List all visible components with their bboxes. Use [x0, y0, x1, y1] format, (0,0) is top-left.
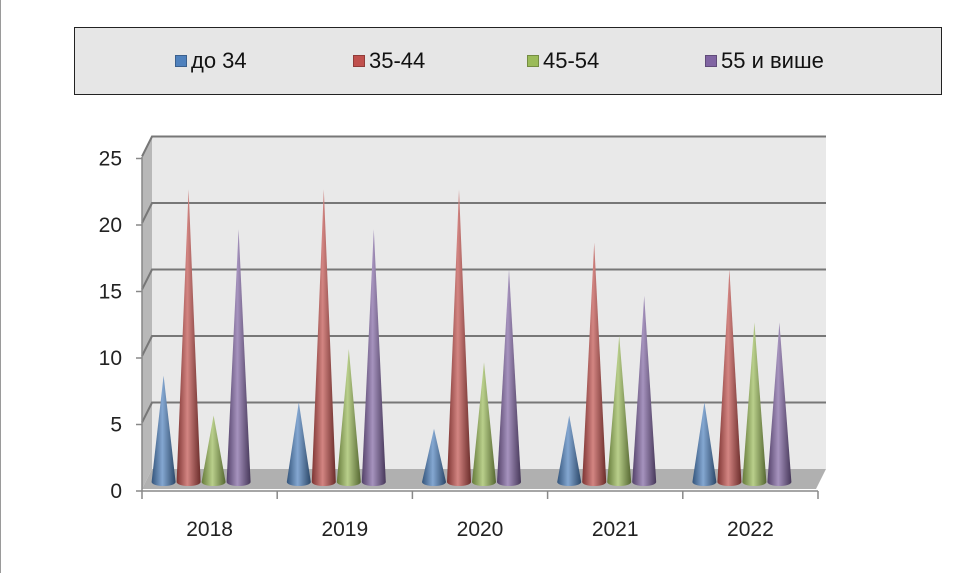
cone-2019-series-2 — [311, 189, 336, 486]
legend-swatch-series-1 — [175, 55, 187, 67]
cone-2021-series-3 — [607, 335, 632, 486]
gridline-25 — [141, 135, 826, 157]
cone-2018-series-3 — [201, 415, 226, 486]
gridline-20 — [141, 202, 826, 224]
y-tick-label: 0 — [110, 480, 122, 503]
legend-item-series-3: 45-54 — [527, 48, 599, 74]
legend-item-series-2: 35-44 — [353, 48, 425, 74]
y-tick-label: 5 — [110, 414, 122, 437]
cone-2022-series-2 — [717, 269, 742, 486]
y-tick-label: 20 — [99, 214, 122, 237]
cone-2022-series-3 — [742, 322, 767, 486]
legend-label-series-3: 45-54 — [543, 48, 600, 73]
cone-2020-series-2 — [447, 189, 471, 486]
chart-side-wall — [142, 137, 152, 489]
cone-2021-series-4 — [632, 295, 657, 486]
cone-2020-series-1 — [422, 428, 446, 486]
cone-2021-series-2 — [582, 242, 607, 486]
x-tick-label: 2022 — [727, 518, 774, 541]
legend-item-series-1: до 34 — [175, 48, 247, 74]
x-tick-label: 2019 — [321, 518, 368, 541]
legend-label-series-1: до 34 — [191, 48, 247, 73]
legend-swatch-series-4 — [705, 55, 717, 67]
x-tick-label: 2018 — [186, 518, 233, 541]
cone-2022-series-4 — [767, 322, 792, 486]
cone-2021-series-1 — [557, 415, 582, 486]
cone-2019-series-4 — [361, 229, 386, 487]
gridline-10 — [141, 335, 826, 357]
cone-2020-series-3 — [472, 362, 496, 486]
cone-2019-series-1 — [286, 402, 311, 486]
x-tick-label: 2021 — [592, 518, 639, 541]
x-axis-ticks: 2018 2019 2020 2021 2022 — [141, 491, 819, 541]
cone-2018-series-2 — [176, 189, 201, 486]
legend-swatch-series-3 — [527, 55, 539, 67]
x-tick-label: 2020 — [457, 518, 504, 541]
cone-2018-series-4 — [226, 229, 251, 487]
y-tick-label: 15 — [99, 281, 122, 304]
cone-2019-series-3 — [336, 349, 361, 486]
y-tick-label: 25 — [99, 148, 122, 171]
y-axis-ticks: 0 5 10 15 20 25 — [99, 148, 142, 503]
legend: до 34 35-44 45-54 55 и више — [74, 27, 942, 95]
legend-label-series-2: 35-44 — [369, 48, 426, 73]
legend-label-series-4: 55 и више — [721, 48, 824, 73]
cone-2022-series-1 — [692, 402, 717, 486]
gridline-15 — [141, 268, 826, 290]
y-tick-label: 10 — [99, 347, 122, 370]
cones — [151, 189, 792, 487]
cone-2020-series-4 — [497, 269, 521, 486]
cone-2018-series-1 — [151, 375, 176, 486]
legend-swatch-series-2 — [353, 55, 365, 67]
legend-item-series-4: 55 и више — [705, 48, 824, 74]
